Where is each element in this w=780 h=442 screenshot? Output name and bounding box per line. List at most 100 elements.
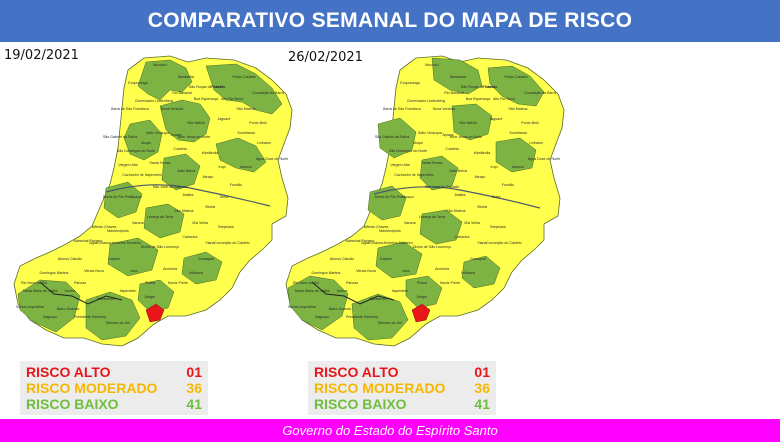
region-south-center-green bbox=[375, 241, 423, 279]
river-doce bbox=[105, 184, 271, 207]
municipality-label: Nova Venécia bbox=[433, 107, 455, 111]
municipality-label: Itapemirim bbox=[120, 289, 137, 293]
municipality-label: Ibiraçu bbox=[475, 175, 486, 179]
municipality-label: Mucurici bbox=[425, 63, 439, 67]
region-northeast-green bbox=[487, 65, 545, 107]
municipality-label: Laranja da Terra bbox=[147, 215, 173, 219]
municipality-label: João Neiva bbox=[449, 169, 467, 173]
region-southwest-green bbox=[287, 275, 349, 331]
region-center-green bbox=[123, 119, 163, 161]
municipality-label: Mantenópolis bbox=[379, 229, 401, 233]
header-banner: COMPARATIVO SEMANAL DO MAPA DE RISCO bbox=[0, 0, 780, 42]
municipality-label: Marataízes bbox=[97, 297, 115, 301]
municipality-label: Ibatiba bbox=[183, 193, 194, 197]
municipality-label: Afonso Cláudio bbox=[58, 257, 82, 261]
legend-row-moderate: RISCO MODERADO 36 bbox=[26, 380, 202, 396]
legend-right: RISCO ALTO 01 RISCO MODERADO 36 RISCO BA… bbox=[308, 361, 496, 415]
municipality-label: São Gabriel da Palha bbox=[103, 135, 137, 139]
municipality-label: Marechal Floriano bbox=[74, 239, 103, 243]
legend-count-high: 01 bbox=[474, 364, 490, 380]
region-mountain-green bbox=[419, 209, 463, 245]
legend-label-moderate: RISCO MODERADO bbox=[314, 380, 446, 396]
municipality-label: Vitória bbox=[477, 205, 487, 209]
region-east-green bbox=[495, 137, 537, 173]
municipality-label: Rio Novo do Sul bbox=[21, 281, 47, 285]
municipality-label: Santa Leopoldina bbox=[288, 305, 316, 309]
municipality-label: Barra de São Francisco bbox=[383, 107, 421, 111]
municipality-label: Água Doce do Norte bbox=[528, 157, 561, 161]
municipality-label: Domingos Martins bbox=[312, 271, 341, 275]
municipality-label: Itarana bbox=[132, 221, 143, 225]
legend-row-low: RISCO BAIXO 41 bbox=[26, 396, 202, 412]
municipality-label: Vila Valério bbox=[459, 121, 477, 125]
municipality-label: Presidente Kennedy bbox=[346, 315, 379, 319]
municipality-label: Ponto Belo bbox=[249, 121, 267, 125]
border-line bbox=[311, 281, 395, 305]
region-mountain-green bbox=[143, 203, 185, 239]
state-map-svg-right: Mucurici Montanha Pedro Canário Ecoporanga P… bbox=[285, 55, 565, 347]
municipality-label: Mucurici bbox=[153, 63, 167, 67]
municipality-label: Cachoeiro de Itapemirim bbox=[122, 173, 161, 177]
region-east-green bbox=[215, 137, 267, 173]
municipality-label: Barra de São Francisco bbox=[111, 107, 149, 111]
region-coast-green bbox=[461, 255, 501, 289]
municipality-label: São Roque do Canaã bbox=[461, 85, 496, 89]
municipality-label: Iúna bbox=[131, 269, 138, 273]
municipality-label: Governador Lindenberg bbox=[135, 99, 173, 103]
municipality-label: Divino de São Lourenço bbox=[413, 245, 451, 249]
municipality-label: Conceição da Barra bbox=[252, 91, 284, 95]
municipality-label: São Gabriel da Palha bbox=[375, 135, 409, 139]
municipality-label: Anchieta bbox=[163, 267, 177, 271]
municipality-label: Alfredo Chaves bbox=[364, 225, 389, 229]
municipality-label: Santa Teresa bbox=[421, 161, 442, 165]
municipality-label: Dores do Rio Preto bbox=[375, 195, 406, 199]
municipality-label: Santa Maria de Jetibá bbox=[23, 289, 58, 293]
region-northeast-green bbox=[205, 63, 283, 115]
municipality-label: São Roque do Canaã bbox=[189, 85, 224, 89]
municipality-label: Rio Bananal bbox=[172, 91, 192, 95]
municipality-label: Linhares bbox=[529, 141, 543, 145]
legend-count-low: 41 bbox=[186, 396, 202, 412]
municipality-label: Jerônimo Monteiro bbox=[383, 241, 413, 245]
risk-map-left[interactable]: Mucurici Montanha Pedro Canário Ecoporanga P… bbox=[10, 48, 300, 354]
municipality-label: Ecoporanga bbox=[128, 81, 147, 85]
municipality-label: Cachoeiro de Itapemirim bbox=[394, 173, 433, 177]
municipality-label: Vargem Alta bbox=[118, 163, 137, 167]
municipality-label: Ibitirama bbox=[189, 271, 203, 275]
region-south-center-green bbox=[107, 237, 159, 277]
municipality-label: Vila Velha bbox=[192, 221, 208, 225]
municipality-label: Iconha bbox=[337, 289, 348, 293]
municipality-label: Pancas bbox=[74, 281, 86, 285]
legend-count-high: 01 bbox=[186, 364, 202, 380]
municipality-label: Colatina bbox=[445, 147, 458, 151]
region-north-green bbox=[431, 57, 483, 95]
municipality-label: Viana bbox=[477, 241, 486, 245]
municipality-label: Santa Teresa bbox=[149, 161, 170, 165]
municipality-label: Montanha bbox=[178, 75, 194, 79]
legend-row-low: RISCO BAIXO 41 bbox=[314, 396, 490, 412]
municipality-label: Atílio Vivácqua bbox=[418, 131, 442, 135]
municipality-label: São Mateus bbox=[446, 209, 465, 213]
municipality-label: Castelo bbox=[108, 257, 120, 261]
municipality-label: Brejetuba bbox=[218, 225, 233, 229]
municipality-label: Vargem Alta bbox=[390, 163, 409, 167]
municipality-label: Marilândia bbox=[474, 151, 491, 155]
municipality-label: Castelo bbox=[380, 257, 392, 261]
municipality-label: Alfredo Chaves bbox=[92, 225, 117, 229]
municipality-label: Santa Maria de Jetibá bbox=[295, 289, 330, 293]
municipality-label: Venda Nova bbox=[84, 269, 104, 273]
municipality-label: Vitória bbox=[205, 205, 215, 209]
region-high-risk-red bbox=[411, 303, 431, 323]
legend-label-low: RISCO BAIXO bbox=[314, 396, 407, 412]
region-west-green bbox=[103, 181, 143, 219]
municipality-label: Vila Velha bbox=[464, 221, 480, 225]
region-southeast-green bbox=[405, 275, 443, 309]
municipality-label: Conceição do Castelo bbox=[214, 241, 249, 245]
region-coast-green bbox=[181, 251, 223, 285]
risk-map-right[interactable]: Mucurici Montanha Pedro Canário Ecoporanga P… bbox=[282, 48, 572, 354]
municipality-label: Muniz Freire bbox=[440, 281, 460, 285]
municipality-label: Muniz Freire bbox=[168, 281, 188, 285]
municipality-label: Cariacica bbox=[183, 235, 198, 239]
municipality-label: Laranja da Terra bbox=[419, 215, 445, 219]
municipality-label: Piúma bbox=[145, 281, 155, 285]
